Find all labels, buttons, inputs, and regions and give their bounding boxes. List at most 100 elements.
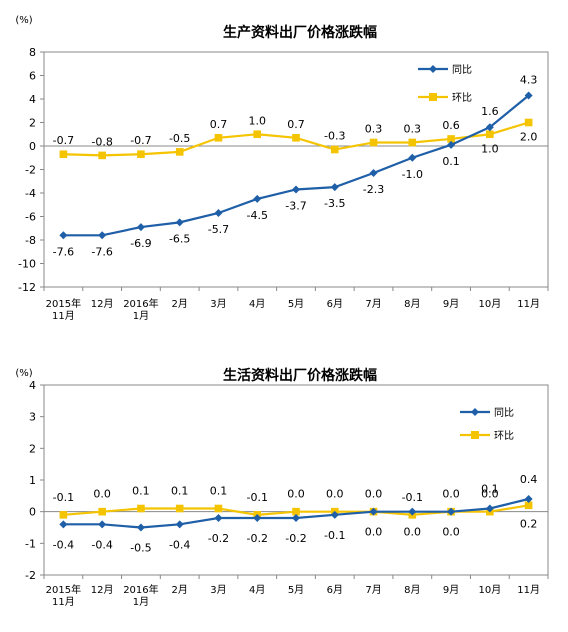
- data-label-环比: 0.1: [210, 485, 228, 498]
- data-point-同比: [136, 223, 145, 232]
- data-label-环比: 0.0: [326, 488, 344, 501]
- y-tick-label: 2: [29, 117, 36, 130]
- y-tick-label: 0: [29, 506, 36, 519]
- data-label-同比: 0.1: [442, 155, 460, 168]
- x-tick-label: 6月: [327, 584, 343, 596]
- legend-label-环比: 环比: [494, 430, 514, 442]
- y-tick-label: -2: [25, 569, 36, 582]
- x-tick-label: 3月: [210, 584, 226, 596]
- x-tick-label: 12月: [91, 584, 114, 596]
- data-point-环比: [292, 507, 300, 516]
- x-tick-label: 11月: [52, 310, 75, 322]
- data-label-同比: 0.0: [404, 526, 422, 539]
- data-label-环比: -0.7: [130, 134, 151, 147]
- x-tick-label: 10月: [478, 584, 501, 596]
- x-tick-label: 4月: [249, 298, 265, 310]
- legend-marker-环比: [429, 93, 437, 101]
- data-label-环比: 0.6: [442, 119, 460, 132]
- data-point-同比: [524, 91, 533, 100]
- data-point-同比: [59, 520, 68, 529]
- x-tick-label: 11月: [52, 596, 75, 608]
- x-tick-label: 8月: [404, 584, 420, 596]
- data-label-同比: -7.6: [53, 245, 74, 258]
- x-tick-label: 6月: [327, 298, 343, 310]
- data-label-同比: 0.0: [442, 526, 460, 539]
- data-point-环比: [369, 138, 378, 147]
- y-axis-unit: (%): [15, 368, 32, 379]
- data-label-同比: -7.6: [91, 245, 112, 258]
- x-tick-label: 9月: [443, 298, 459, 310]
- legend-label-环比: 环比: [452, 92, 472, 104]
- data-point-环比: [175, 148, 184, 156]
- data-label-环比: 0.1: [171, 485, 189, 498]
- x-tick-label: 8月: [404, 298, 420, 310]
- data-label-同比: -4.5: [246, 209, 267, 222]
- y-tick-label: -1: [25, 537, 36, 550]
- x-tick-label: 1月: [133, 310, 149, 322]
- legend-marker-同比: [429, 65, 437, 73]
- x-tick-label: 7月: [365, 298, 381, 310]
- data-point-同比: [447, 140, 456, 149]
- data-label-环比: -0.7: [53, 134, 74, 147]
- y-tick-label: -10: [18, 258, 36, 271]
- plot-frame: [43, 51, 549, 288]
- x-tick-label: 2016年: [123, 583, 158, 596]
- data-label-环比: -0.8: [91, 135, 112, 148]
- data-label-同比: -0.4: [169, 538, 190, 551]
- data-point-环比: [524, 118, 533, 127]
- data-label-环比: 0.0: [365, 488, 383, 501]
- data-point-环比: [137, 504, 145, 513]
- legend-marker-同比: [471, 408, 479, 416]
- data-point-同比: [330, 510, 339, 519]
- data-label-同比: 0.1: [481, 483, 499, 496]
- x-tick-label: 2月: [172, 298, 188, 310]
- data-label-同比: -5.7: [208, 223, 229, 236]
- data-label-环比: 0.3: [365, 122, 383, 135]
- x-tick-label: 5月: [288, 298, 304, 310]
- data-label-环比: 0.0: [93, 488, 111, 501]
- data-point-同比: [369, 507, 378, 516]
- x-tick-label: 2月: [172, 584, 188, 596]
- data-point-同比: [330, 183, 339, 192]
- data-label-环比: 1.0: [248, 114, 266, 127]
- data-label-环比: 0.0: [287, 488, 305, 501]
- data-point-环比: [59, 150, 68, 159]
- data-point-同比: [175, 520, 184, 529]
- data-point-环比: [408, 138, 417, 147]
- data-label-同比: -6.5: [169, 232, 190, 245]
- data-point-环比: [486, 130, 494, 139]
- data-label-同比: -1.0: [402, 168, 423, 181]
- data-point-环比: [214, 133, 223, 142]
- data-label-环比: 0.1: [132, 485, 150, 498]
- chart-title: 生活资料出厂价格涨跌幅: [223, 367, 377, 384]
- data-label-同比: -6.9: [130, 237, 151, 250]
- data-label-环比: -0.1: [53, 491, 74, 504]
- x-tick-label: 12月: [91, 298, 114, 310]
- data-point-同比: [253, 514, 262, 522]
- data-point-同比: [292, 185, 300, 194]
- data-label-环比: 2.0: [520, 131, 538, 144]
- data-label-同比: -0.1: [324, 529, 345, 542]
- y-tick-label: 4: [29, 379, 36, 392]
- y-tick-label: 0: [29, 140, 36, 153]
- data-point-同比: [253, 194, 262, 203]
- data-label-同比: 4.3: [520, 73, 538, 86]
- y-tick-label: 2: [29, 442, 36, 455]
- legend-label-同比: 同比: [452, 64, 472, 76]
- data-point-同比: [447, 507, 456, 516]
- x-tick-label: 2016年: [123, 297, 158, 310]
- data-label-环比: -0.1: [402, 491, 423, 504]
- data-label-同比: -0.5: [130, 542, 151, 555]
- data-point-环比: [253, 130, 262, 139]
- data-label-同比: -2.3: [363, 183, 384, 196]
- x-tick-label: 2015年: [46, 583, 81, 596]
- data-label-同比: -0.2: [285, 532, 306, 545]
- data-point-同比: [98, 231, 107, 240]
- data-label-环比: 0.7: [287, 118, 305, 131]
- plot-frame: [43, 384, 549, 576]
- data-label-同比: -0.2: [246, 532, 267, 545]
- data-point-同比: [136, 523, 145, 532]
- data-point-同比: [292, 514, 300, 522]
